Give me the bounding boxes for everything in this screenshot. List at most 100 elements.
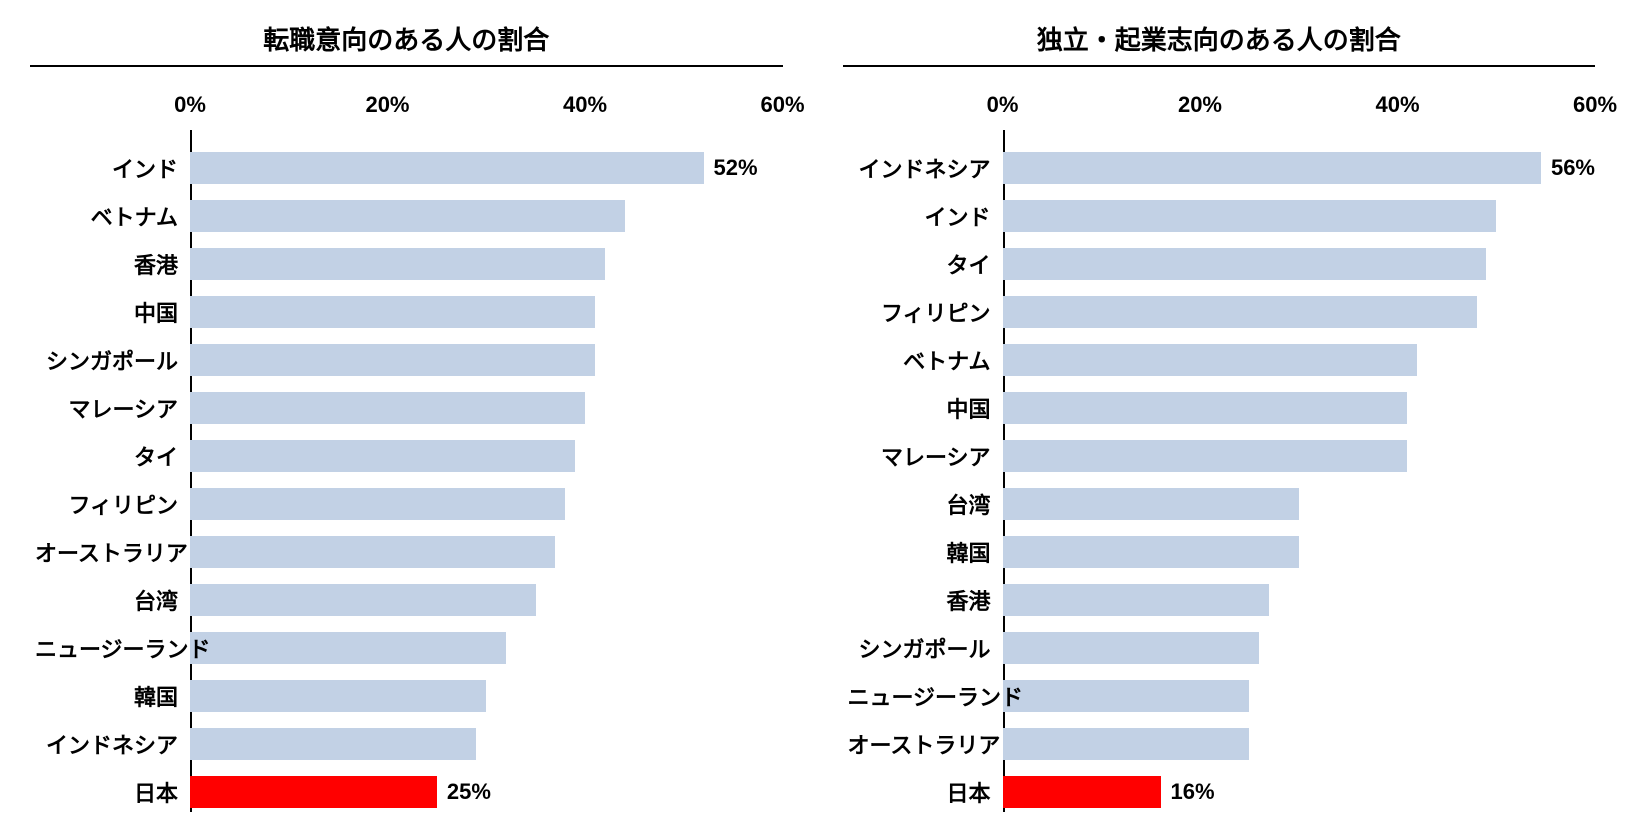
- bar-rect: [1003, 296, 1477, 328]
- bar-rect: [190, 248, 605, 280]
- bar-value-label: 56%: [1551, 155, 1595, 181]
- bar-category-label: 香港: [35, 248, 190, 280]
- bar-rect: [190, 152, 704, 184]
- bar-category-label: タイ: [848, 248, 1003, 280]
- chart-left-bars: インド52% ベトナム香港中国シンガポールマレーシアタイフィリピンオーストラリア台…: [190, 148, 783, 812]
- bar-category-label: 日本: [848, 776, 1003, 808]
- bar-row: マレーシア: [190, 388, 783, 428]
- bar-category-label: マレーシア: [35, 392, 190, 424]
- bar-row: 中国: [190, 292, 783, 332]
- bar-row: オーストラリア: [1003, 724, 1596, 764]
- bar-category-label: インド: [35, 152, 190, 184]
- bar-rect: [1003, 536, 1299, 568]
- x-tick-label: 20%: [365, 92, 409, 118]
- bar-rect: [190, 488, 565, 520]
- bar-row: フィリピン: [1003, 292, 1596, 332]
- chart-right-x-axis: 0% 20% 40% 60%: [1003, 92, 1596, 116]
- x-tick-label: 0%: [987, 92, 1019, 118]
- bar-row: ニュージーランド: [190, 628, 783, 668]
- bar-category-label: インド: [848, 200, 1003, 232]
- x-tick-label: 60%: [1573, 92, 1617, 118]
- bar-rect: [190, 536, 555, 568]
- bar-rect: [1003, 344, 1418, 376]
- bar-category-label: シンガポール: [848, 632, 1003, 664]
- bar-category-label: 中国: [848, 392, 1003, 424]
- bar-row: 香港: [190, 244, 783, 284]
- chart-left: 転職意向のある人の割合 0% 20% 40% 60% インド52%ベトナム香港中…: [30, 20, 783, 820]
- chart-left-body: 0% 20% 40% 60% インド52%ベトナム香港中国シンガポールマレーシア…: [30, 92, 783, 812]
- bar-rect: [190, 344, 595, 376]
- bar-rect: [1003, 200, 1497, 232]
- bar-rect: [190, 680, 486, 712]
- bar-rect: [190, 440, 575, 472]
- x-tick-label: 40%: [563, 92, 607, 118]
- bar-rect: [1003, 488, 1299, 520]
- bar-row: タイ: [1003, 244, 1596, 284]
- chart-left-title: 転職意向のある人の割合: [30, 20, 783, 67]
- bar-rect: [1003, 680, 1250, 712]
- x-tick-label: 40%: [1375, 92, 1419, 118]
- bar-value-label: 52%: [714, 155, 758, 181]
- bar-row: 台湾: [1003, 484, 1596, 524]
- bar-rect: [1003, 632, 1260, 664]
- bar-rect: [1003, 152, 1541, 184]
- bar-category-label: ニュージーランド: [848, 680, 1003, 712]
- bar-rect: [190, 200, 625, 232]
- bar-rect: [1003, 440, 1408, 472]
- bar-value-label: 16%: [1171, 779, 1215, 805]
- x-tick-label: 20%: [1178, 92, 1222, 118]
- bar-row: オーストラリア: [190, 532, 783, 572]
- bar-category-label: オーストラリア: [848, 728, 1003, 760]
- bar-row: タイ: [190, 436, 783, 476]
- chart-right: 独立・起業志向のある人の割合 0% 20% 40% 60% インドネシア56%イ…: [843, 20, 1596, 820]
- bar-row: 韓国: [1003, 532, 1596, 572]
- bar-row: フィリピン: [190, 484, 783, 524]
- bar-category-label: マレーシア: [848, 440, 1003, 472]
- bar-rect: [1003, 248, 1487, 280]
- bar-row: 中国: [1003, 388, 1596, 428]
- chart-right-title: 独立・起業志向のある人の割合: [843, 20, 1596, 67]
- bar-rect: [190, 584, 536, 616]
- chart-left-x-axis: 0% 20% 40% 60%: [190, 92, 783, 116]
- chart-right-bars: インドネシア56%インドタイフィリピンベトナム中国マレーシア台湾韓国香港シンガポ…: [1003, 148, 1596, 812]
- bar-category-label: タイ: [35, 440, 190, 472]
- bar-row: 日本16%: [1003, 772, 1596, 812]
- bar-category-label: 台湾: [35, 584, 190, 616]
- bar-rect: [190, 392, 585, 424]
- bar-row: インド: [1003, 196, 1596, 236]
- charts-container: 転職意向のある人の割合 0% 20% 40% 60% インド52%ベトナム香港中…: [30, 20, 1595, 820]
- bar-rect: [190, 776, 437, 808]
- bar-row: ニュージーランド: [1003, 676, 1596, 716]
- bar-row: インド52%: [190, 148, 783, 188]
- bar-row: シンガポール: [190, 340, 783, 380]
- bar-row: 香港: [1003, 580, 1596, 620]
- x-tick-label: 60%: [760, 92, 804, 118]
- bar-category-label: ニュージーランド: [35, 632, 190, 664]
- bar-category-label: フィリピン: [848, 296, 1003, 328]
- chart-right-body: 0% 20% 40% 60% インドネシア56%インドタイフィリピンベトナム中国…: [843, 92, 1596, 812]
- bar-value-label: 25%: [447, 779, 491, 805]
- bar-row: ベトナム: [1003, 340, 1596, 380]
- bar-category-label: 韓国: [848, 536, 1003, 568]
- bar-category-label: 香港: [848, 584, 1003, 616]
- bar-row: ベトナム: [190, 196, 783, 236]
- x-tick-label: 0%: [174, 92, 206, 118]
- bar-row: マレーシア: [1003, 436, 1596, 476]
- bar-row: シンガポール: [1003, 628, 1596, 668]
- bar-rect: [1003, 584, 1270, 616]
- bar-category-label: ベトナム: [35, 200, 190, 232]
- bar-category-label: ベトナム: [848, 344, 1003, 376]
- chart-right-plot: インドネシア56%インドタイフィリピンベトナム中国マレーシア台湾韓国香港シンガポ…: [1003, 130, 1596, 812]
- bar-row: 日本25%: [190, 772, 783, 812]
- bar-rect: [1003, 728, 1250, 760]
- bar-category-label: 韓国: [35, 680, 190, 712]
- bar-rect: [190, 632, 506, 664]
- bar-rect: [190, 728, 476, 760]
- bar-category-label: オーストラリア: [35, 536, 190, 568]
- bar-category-label: フィリピン: [35, 488, 190, 520]
- bar-row: 韓国: [190, 676, 783, 716]
- bar-category-label: 台湾: [848, 488, 1003, 520]
- bar-row: 台湾: [190, 580, 783, 620]
- bar-category-label: インドネシア: [35, 728, 190, 760]
- bar-category-label: 日本: [35, 776, 190, 808]
